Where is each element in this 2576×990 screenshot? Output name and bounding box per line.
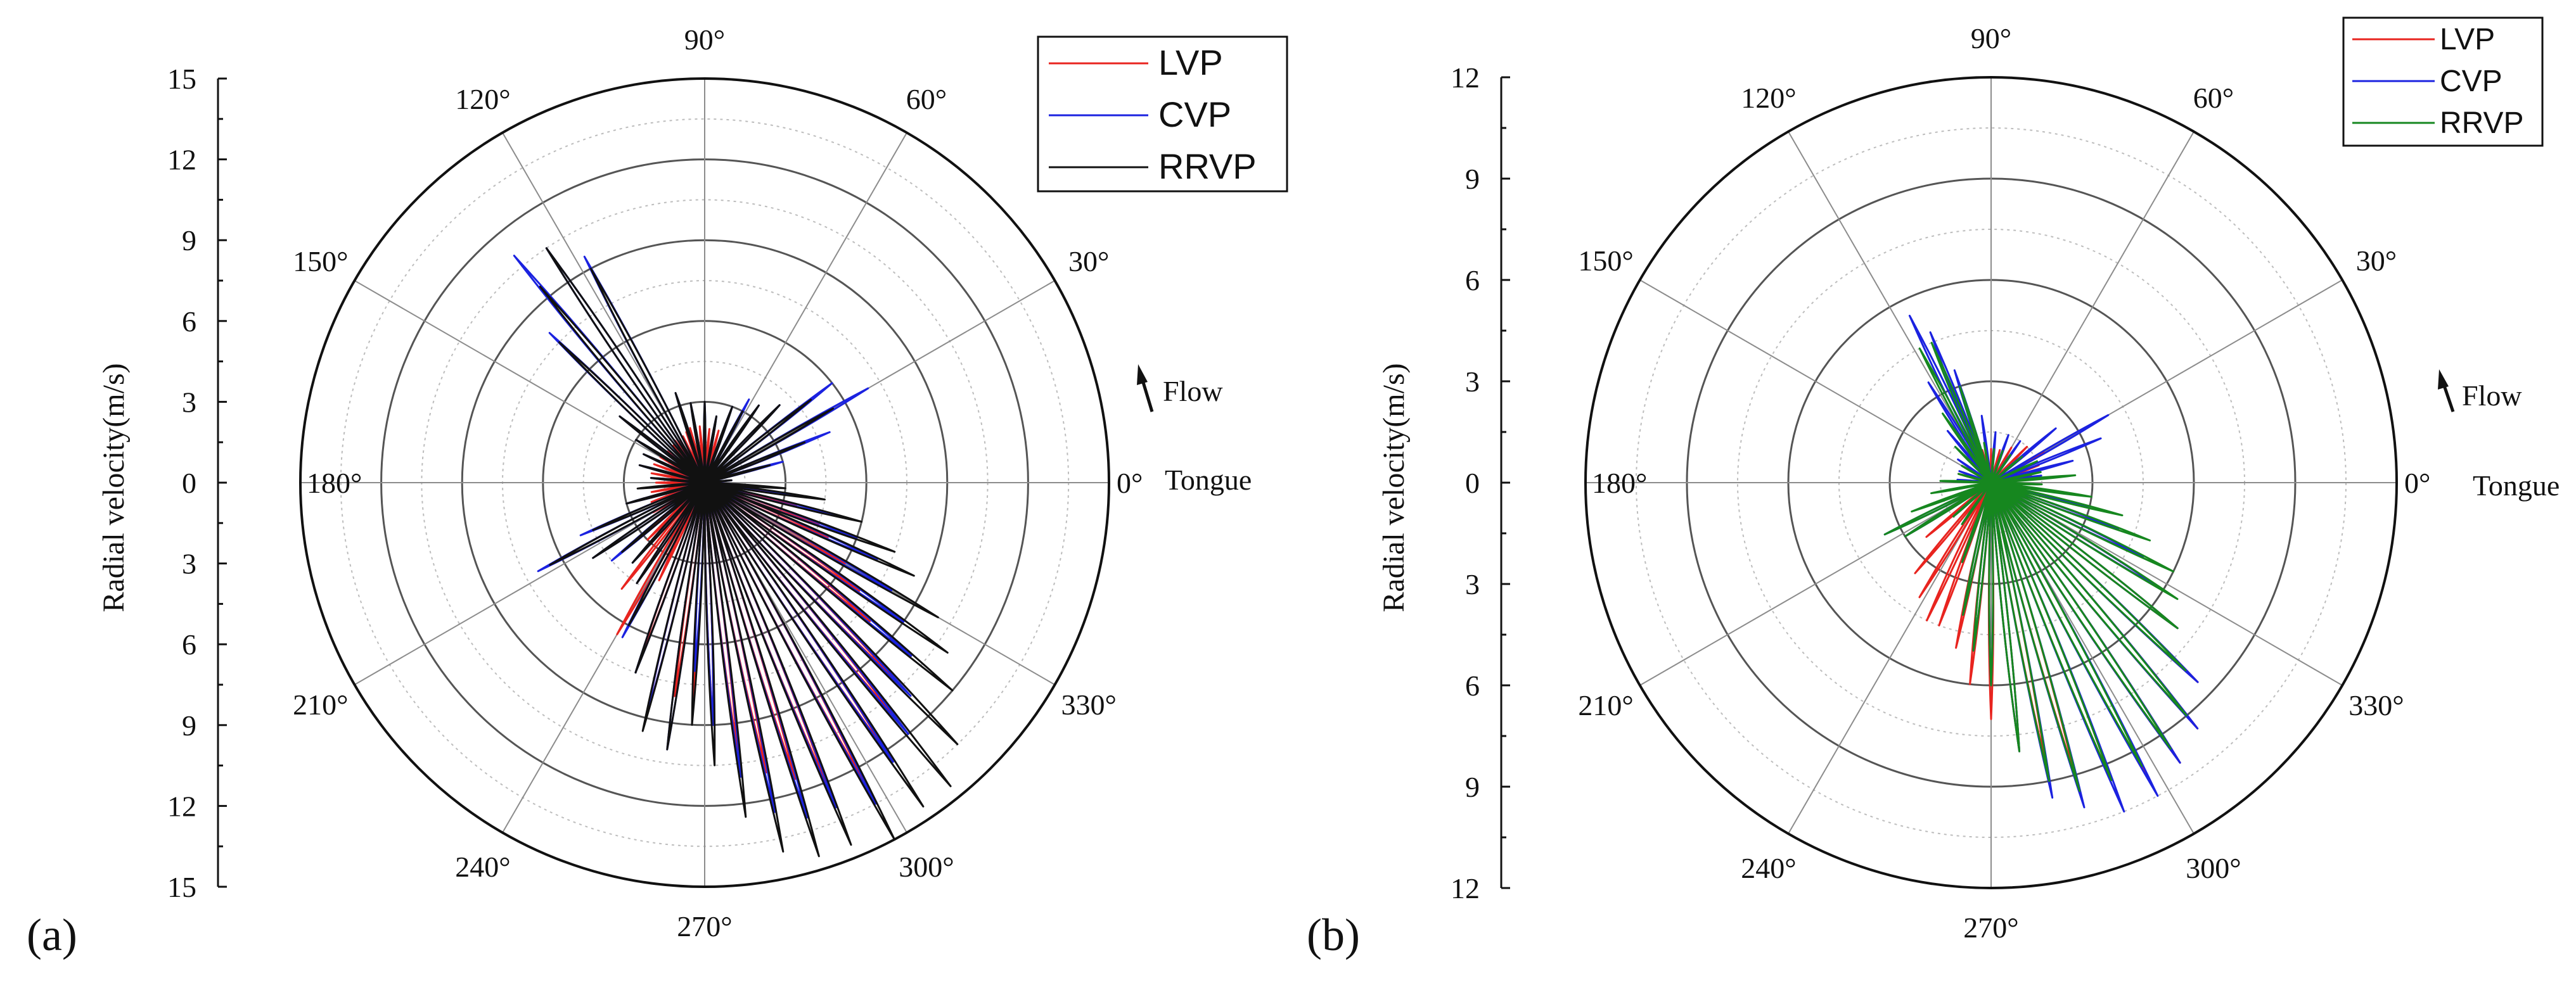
radial-tick-label: 12 — [1451, 61, 1480, 94]
angle-label: 180° — [307, 467, 362, 499]
outer-circle — [1584, 76, 2398, 889]
angle-label: 0° — [2404, 467, 2430, 499]
series-rrvp — [1883, 341, 2188, 792]
legend-label: CVP — [1158, 94, 1231, 134]
legend-item-rrvp: RRVP — [1049, 146, 1257, 186]
angle-label: 90° — [1971, 22, 2011, 54]
angle-label: 30° — [1068, 245, 1109, 277]
radial-tick-label: 0 — [1465, 467, 1480, 499]
legend-label: LVP — [2440, 23, 2495, 56]
radial-tick-label: 9 — [1465, 771, 1480, 803]
grid-spoke — [1639, 482, 1992, 686]
legend-item-rrvp: RRVP — [2352, 106, 2524, 140]
grid-spoke — [1639, 279, 1992, 483]
angle-labels: 0° 30° 60° 90° 120° 150° 180° 210° 240° 270° 300° 3… — [1578, 22, 2430, 944]
radial-tick-label: 3 — [1465, 568, 1480, 600]
flow-arrow-icon — [1137, 364, 1154, 412]
radial-axis: 12 9 6 3 0 3 6 9 12 — [1451, 61, 1510, 904]
radial-tick-label: 9 — [182, 709, 196, 742]
radial-tick-label: 3 — [182, 386, 196, 418]
y-axis-label: Radial velocity(m/s) — [1377, 363, 1411, 612]
radial-tick-label: 3 — [182, 548, 196, 580]
y-axis-label: Radial velocity(m/s) — [97, 363, 131, 612]
angle-label: 300° — [899, 851, 954, 883]
angle-label: 60° — [906, 83, 947, 115]
tongue-label: Tongue — [1165, 464, 1252, 496]
panel-label: (b) — [1307, 910, 1360, 960]
legend-label: LVP — [1158, 42, 1223, 82]
series-layer — [1883, 314, 2199, 813]
angle-label: 330° — [2349, 689, 2404, 721]
series-rrvp — [539, 247, 959, 858]
legend-item-lvp: LVP — [1049, 42, 1223, 82]
grid-spoke — [1990, 131, 2195, 483]
angle-label: 120° — [1741, 82, 1796, 114]
flow-label: Flow — [2462, 379, 2522, 412]
angle-label: 60° — [2193, 82, 2234, 114]
angle-label: 210° — [293, 689, 348, 721]
angle-label: 150° — [1578, 244, 1633, 277]
angle-label: 300° — [2186, 852, 2241, 884]
angle-label: 240° — [1741, 852, 1796, 884]
angle-label: 0° — [1117, 467, 1143, 499]
grid-spoke — [1788, 482, 1992, 834]
radial-tick-label: 9 — [182, 224, 196, 257]
radial-tick-label: 3 — [1465, 365, 1480, 398]
angle-label: 150° — [293, 245, 348, 277]
angle-label: 330° — [1061, 689, 1116, 721]
panel-a: 15 12 9 6 3 0 3 6 9 12 15 0° 30° 60° 90° 120° 150° 180° 2… — [27, 23, 1288, 960]
panel-label: (a) — [27, 910, 77, 960]
radial-tick-label: 12 — [167, 790, 196, 822]
radial-axis: 15 12 9 6 3 0 3 6 9 12 15 — [167, 63, 227, 903]
angle-label: 240° — [455, 851, 510, 883]
radial-tick-label: 6 — [182, 628, 196, 661]
radial-tick-label: 0 — [182, 467, 196, 499]
angle-label: 180° — [1592, 467, 1647, 499]
tongue-label: Tongue — [2473, 469, 2560, 502]
radial-tick-label: 6 — [182, 305, 196, 338]
legend: LVP CVP RRVP — [1037, 35, 1288, 193]
angle-label: 120° — [455, 83, 510, 115]
flow-arrow-icon — [2438, 369, 2455, 412]
radial-tick-label: 9 — [1465, 163, 1480, 195]
legend-item-lvp: LVP — [2352, 23, 2495, 56]
legend-label: RRVP — [2440, 106, 2524, 140]
angle-label: 210° — [1578, 689, 1633, 721]
legend-label: CVP — [2440, 65, 2502, 98]
angle-label: 270° — [677, 910, 732, 942]
legend-item-cvp: CVP — [2352, 65, 2502, 98]
legend: LVP CVP RRVP — [2342, 16, 2544, 147]
panel-b: 12 9 6 3 0 3 6 9 12 0° 30° 60° 90° 120° 150° 180° 210° 2… — [1307, 16, 2560, 960]
grid-spoke — [354, 280, 705, 483]
legend-item-cvp: CVP — [1049, 94, 1231, 134]
series-layer — [513, 247, 959, 858]
radial-tick-label: 6 — [1465, 670, 1480, 702]
radial-tick-label: 12 — [167, 144, 196, 176]
angle-labels: 0° 30° 60° 90° 120° 150° 180° 210° 240° 270° 300° 3… — [293, 23, 1143, 942]
radial-tick-label: 12 — [1451, 872, 1480, 904]
grid-spoke — [1990, 279, 2343, 483]
angle-label: 90° — [684, 23, 725, 56]
angle-label: 30° — [2356, 244, 2397, 277]
legend-label: RRVP — [1158, 146, 1257, 186]
grid-spoke — [704, 132, 907, 483]
angle-label: 270° — [1963, 911, 2018, 944]
radial-tick-label: 15 — [167, 63, 196, 95]
outer-circle — [299, 77, 1110, 888]
radial-tick-label: 6 — [1465, 264, 1480, 296]
grid-spoke — [704, 280, 1056, 483]
polar-grid — [299, 77, 1110, 888]
radial-tick-label: 15 — [167, 871, 196, 903]
flow-label: Flow — [1163, 375, 1223, 407]
